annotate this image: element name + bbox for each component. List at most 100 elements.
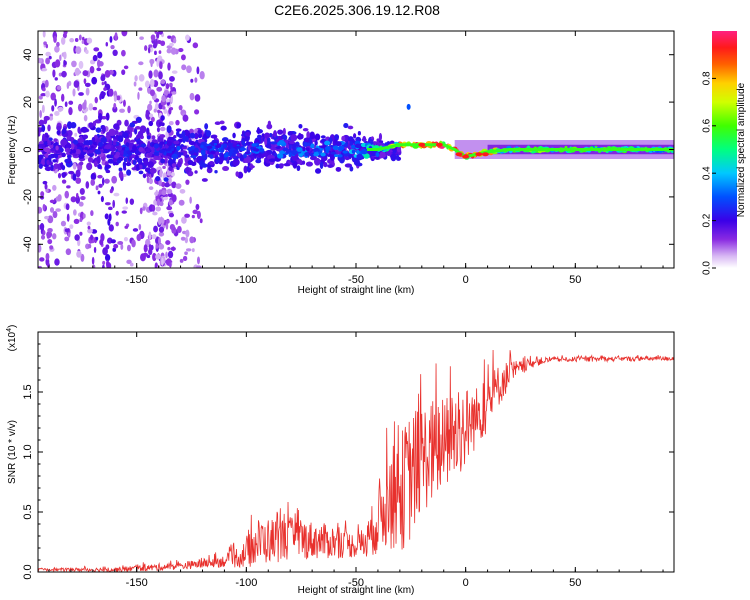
spectrogram-ridge-blob [131,154,136,159]
spectrogram-noise-blob [199,218,203,224]
spectrogram-noise-blob [185,248,192,252]
spectrogram-noise-blob [168,120,174,126]
spectrogram-band-blob [41,124,46,133]
spectrogram-noise-blob [109,35,113,43]
spectrogram-noise-blob [74,132,78,137]
spectrogram-ridge-blob [38,141,44,145]
spectrogram-band-blob [69,137,75,142]
spectrogram-noise-blob [38,119,45,127]
spectrogram-band-blob [239,154,244,162]
spectrogram-noise-blob [110,44,115,50]
spectrogram-band-blob [80,126,88,133]
spectrogram-noise-blob [160,79,166,85]
figure-title: C2E6.2025.306.19.12.R08 [274,2,440,18]
spectrogram-noise-blob [170,47,177,55]
spectrogram-noise-blob [80,253,85,262]
spectrogram-noise-blob [74,234,80,241]
spectrogram-noise-blob [57,106,64,112]
spectrogram-noise-blob [125,197,129,205]
spectrogram-band-blob [268,158,277,163]
spectrogram-noise-blob [75,192,79,199]
spectrogram-band-blob [390,153,397,162]
spectrogram-noise-blob [75,169,81,178]
spectrogram-noise-blob [170,95,174,103]
spectrogram-noise-blob [160,181,166,188]
spectrogram-band-blob [44,132,48,137]
spectrogram-ridge-blob [153,152,160,156]
spectrogram-noise-blob [159,61,163,70]
spectrogram-band-blob [245,131,251,137]
spectrogram-ridge-blob [67,148,71,153]
spectrogram-noise-blob [192,209,199,215]
spectrogram-ridge-blob [138,147,144,153]
spectrogram-band-blob [182,135,186,144]
spectrogram-noise-blob [58,72,63,77]
spectrogram-noise-blob [158,237,161,246]
spectrogram-noise-blob [163,89,170,96]
spectrogram-noise-blob [57,194,62,202]
spectrogram-band-blob [64,158,70,163]
spectrogram-band-blob [214,121,221,126]
spectrogram-ticks: -150 -100 -50 0 50 -40 -20 0 20 40 [22,30,674,286]
spectrogram-noise-blob [92,174,97,180]
spectrogram-noise-blob [55,59,61,68]
spectrogram-ridge-blob [153,143,159,149]
spectrogram-noise-blob [122,206,129,210]
spectrogram-ridge-blob [375,152,380,158]
spectrogram-noise-blob [151,234,157,240]
spectrogram-noise-blob [50,92,56,101]
spectrogram-band-blob [159,134,166,139]
spectrogram-noise-blob [148,231,152,240]
spectrogram-ridge-blob [84,146,88,151]
spectrogram-noise-blob [66,82,70,90]
spectrogram-band-blob [151,135,156,140]
spectrogram-noise-blob [93,47,100,52]
snr-multiplier-close: ) [7,325,18,328]
spectrogram-band-blob [61,128,67,134]
spectrogram-band-blob [270,146,277,151]
spectrogram-noise-blob [87,228,93,234]
spectrogram-noise-blob [189,92,195,101]
spectrogram-noise-blob [147,46,151,54]
spectrogram-band-blob [70,122,77,129]
spectrogram-ridge-blob [356,153,363,159]
spectrogram-noise-blob [112,199,116,209]
spectrogram-hotspot [435,142,443,147]
spectrogram-ridge-blob [71,143,75,149]
spectrogram-band-blob [232,158,240,166]
spectrogram-noise-blob [165,240,171,246]
snr-ylabel: SNR (10 * v/v) [7,420,18,484]
spectrogram-band-blob [362,135,367,143]
spectrogram-band-blob [194,170,198,174]
spectrogram-band-blob [263,132,271,139]
spectrogram-noise-blob [104,70,111,78]
spectrogram-band-blob [61,164,66,171]
spectrogram-noise-blob [61,179,67,184]
spectrogram-noise-blob [153,69,159,78]
spectrogram-band-blob [298,123,303,129]
spectrogram-noise-blob [167,250,174,259]
spectrogram-noise-blob [108,206,113,211]
spectrogram-noise-blob [60,220,67,227]
spectrogram-noise-blob [194,109,200,115]
spectrogram-noise-blob [39,257,45,262]
spectrogram-band-blob [98,141,104,148]
spectrogram-noise-blob [97,190,101,195]
spectrogram-noise-blob [71,60,77,68]
spectrogram-band-blob [273,152,278,157]
spectrogram-ridge-blob [296,147,303,152]
spectrogram-noise-blob [189,196,192,204]
spectrogram-ridge-blob [67,154,72,159]
spectrogram-noise-blob [148,244,152,252]
spectrogram-noise-blob [144,80,150,88]
spectrogram-noise-blob [54,110,60,117]
spectrogram-noise-blob [53,138,58,143]
spectrogram-noise-blob [66,213,70,222]
spectrogram-noise-blob [103,87,107,91]
spectrogram-noise-blob [49,199,55,204]
spectrogram-noise-blob [121,49,126,57]
spectrogram-noise-blob [167,35,172,39]
spectrogram-band-blob [200,163,208,168]
spectrogram-band-blob [60,138,68,147]
spectrogram-noise-blob [113,243,119,249]
